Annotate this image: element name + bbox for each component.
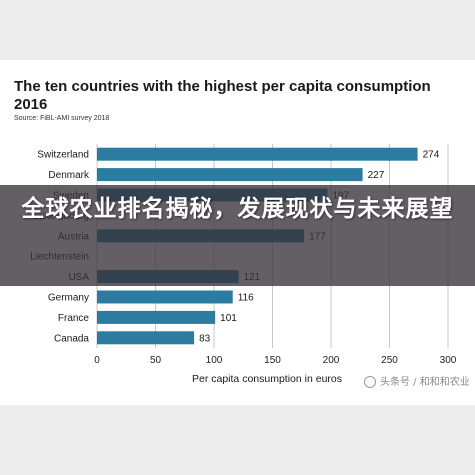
category-label: Germany bbox=[48, 293, 89, 304]
value-label: 227 bbox=[368, 170, 385, 181]
chart-title: The ten countries with the highest per c… bbox=[14, 78, 431, 113]
bar bbox=[97, 310, 216, 324]
x-tick-label: 100 bbox=[206, 355, 223, 366]
bar bbox=[97, 290, 233, 304]
watermark-text: 头条号 / 和和和农业 bbox=[380, 377, 470, 388]
category-label: Canada bbox=[54, 333, 89, 344]
watermark-icon bbox=[364, 376, 376, 388]
bar bbox=[97, 168, 363, 182]
x-tick-label: 250 bbox=[381, 355, 398, 366]
x-tick-label: 150 bbox=[264, 355, 281, 366]
category-label: Switzerland bbox=[37, 150, 89, 161]
category-label: Denmark bbox=[48, 170, 90, 181]
value-label: 83 bbox=[199, 333, 211, 344]
headline-text: 全球农业排名揭秘，发展现状与未来展望 bbox=[21, 196, 454, 222]
x-tick-label: 0 bbox=[94, 355, 100, 366]
value-label: 116 bbox=[238, 293, 254, 304]
bar bbox=[97, 331, 195, 345]
bar bbox=[97, 147, 418, 161]
x-tick-label: 200 bbox=[323, 355, 340, 366]
chart-source: Source: FiBL-AMI survey 2018 bbox=[14, 115, 110, 122]
x-tick-label: 50 bbox=[150, 355, 162, 366]
headline-banner bbox=[0, 185, 475, 286]
x-tick-label: 300 bbox=[440, 355, 457, 366]
value-label: 101 bbox=[220, 313, 237, 324]
x-axis-title: Per capita consumption in euros bbox=[192, 373, 342, 385]
value-label: 274 bbox=[423, 150, 440, 161]
category-label: France bbox=[58, 313, 90, 324]
